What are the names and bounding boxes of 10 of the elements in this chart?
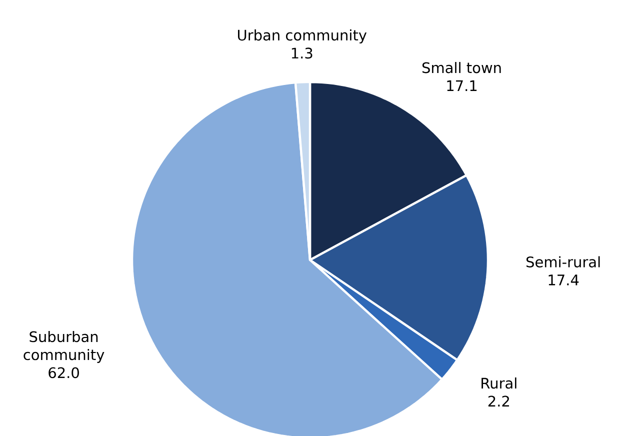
data-label: 17.1 bbox=[447, 80, 477, 91]
slice-label: Semi-rural bbox=[526, 256, 600, 268]
data-label: 1.3 bbox=[292, 48, 312, 59]
slice-label: Suburban community bbox=[24, 330, 104, 363]
data-label: 17.4 bbox=[548, 274, 579, 286]
slice-label: Urban community bbox=[238, 29, 367, 44]
data-label: 2.2 bbox=[488, 396, 509, 406]
slice-label: Rural bbox=[482, 377, 516, 389]
data-label: 62.0 bbox=[48, 367, 79, 378]
slice-label: Small town bbox=[422, 62, 501, 74]
